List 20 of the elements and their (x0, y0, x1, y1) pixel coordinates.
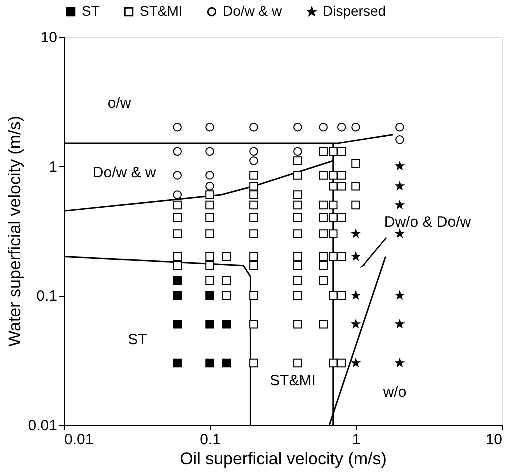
x-axis-title: Oil superficial velocity (m/s) (180, 450, 387, 468)
annotation: Dw/o & Do/w (384, 214, 472, 232)
annotation: ST (128, 331, 148, 348)
y-tick-label: 0.1 (36, 288, 58, 306)
x-tick-label: 1 (352, 432, 361, 448)
legend-label: ST (82, 3, 100, 19)
annotation: Do/w & w (92, 164, 156, 182)
x-tick-label: 0.1 (200, 432, 221, 448)
annotation: o/w (108, 94, 132, 112)
legend-label: Do/w & w (223, 3, 284, 19)
x-tick-label: 10 (486, 432, 502, 448)
legend-label: Dispersed (323, 3, 386, 19)
annotation: ST&MI (270, 372, 316, 390)
y-tick-label: 10 (40, 30, 58, 46)
x-tick-label: 0.01 (64, 432, 94, 448)
legend-label: ST&MI (140, 3, 183, 19)
y-tick-label: 1 (49, 158, 58, 176)
y-tick-label: 0.01 (28, 418, 58, 434)
y-axis-title: Water superficial velocity (m/s) (5, 116, 24, 347)
annotation: w/o (382, 384, 407, 401)
